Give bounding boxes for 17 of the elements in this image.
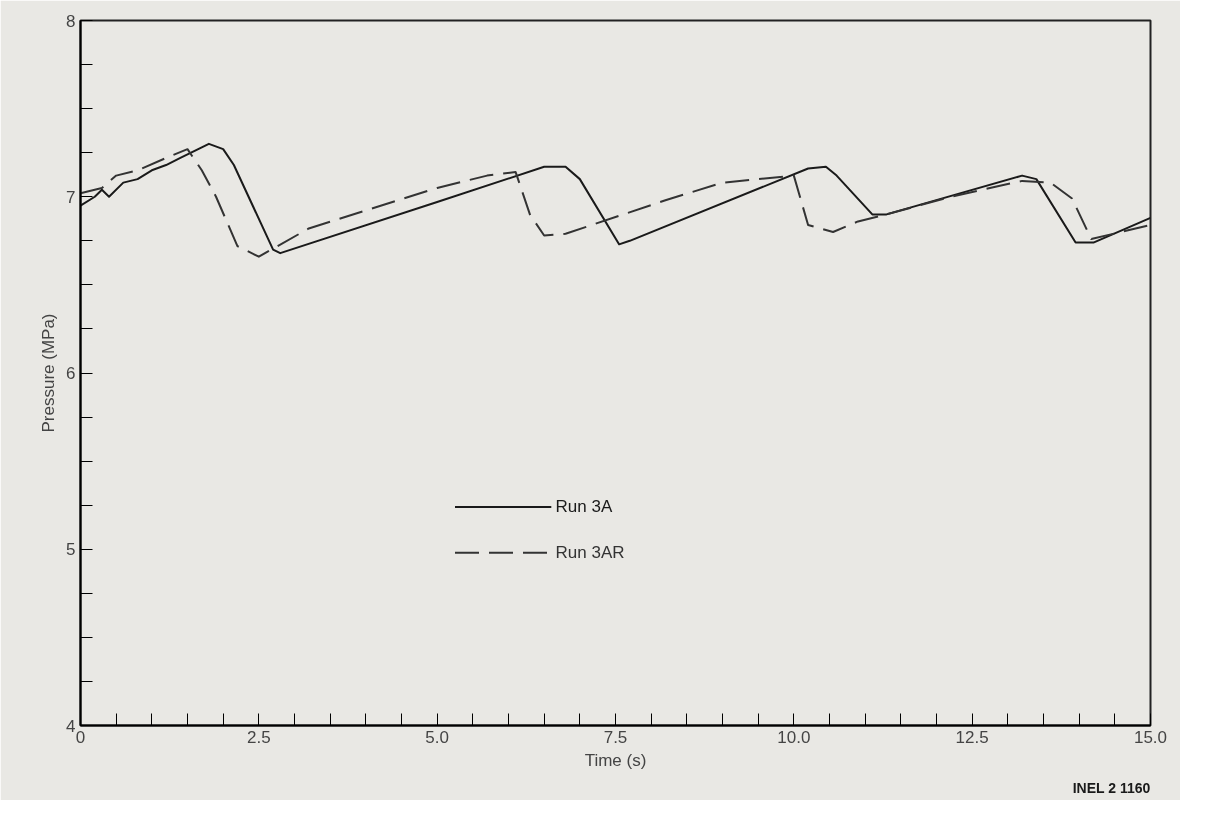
x-tick-label: 7.5 [603, 727, 628, 747]
y-tick-label: 6 [66, 364, 76, 383]
x-tick-label: 10.0 [777, 727, 811, 747]
y-tick-label: 7 [66, 187, 76, 207]
x-tick-label: 2.5 [247, 727, 271, 747]
x-axis-title: Time (s) [584, 750, 647, 770]
x-tick-label: 15.0 [1133, 727, 1168, 747]
y-tick-label: 5 [66, 540, 76, 560]
x-tick-label: 5.0 [425, 727, 449, 747]
x-tick-label: 0 [75, 727, 86, 747]
x-tick-label: 12.5 [955, 727, 989, 747]
y-tick-label: 4 [66, 716, 76, 736]
text: Run 3A [555, 497, 613, 517]
y-axis-title: Pressure (MPa) [39, 313, 59, 433]
text: Run 3AR [555, 543, 625, 563]
text: INEL 2 1160 [1072, 779, 1151, 796]
y-tick-label: 8 [66, 11, 76, 31]
